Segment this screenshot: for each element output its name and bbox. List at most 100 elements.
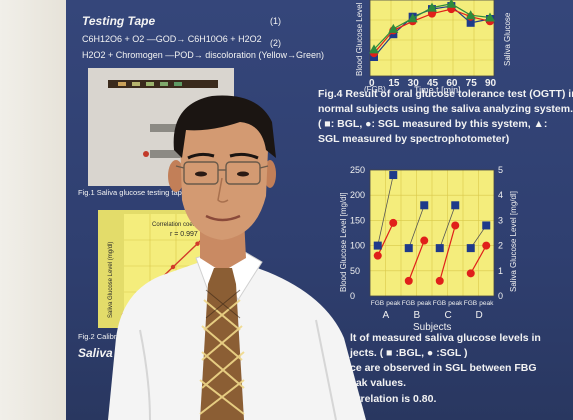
sgl-point bbox=[404, 276, 413, 285]
subject-x-tick: peak bbox=[386, 300, 401, 307]
equation-2-number: (2) bbox=[270, 38, 281, 48]
subject-y2-tick: 1 bbox=[498, 266, 503, 276]
bgl-point bbox=[420, 201, 429, 210]
subject-x-tick: FGB bbox=[371, 300, 384, 307]
subject-ylabel: Blood Glucose Level [mg/dl] bbox=[339, 192, 348, 292]
bgl-point bbox=[435, 244, 444, 253]
ogtt-point bbox=[427, 2, 437, 12]
ogtt-point bbox=[388, 23, 399, 33]
man-portrait bbox=[108, 95, 366, 420]
mouth bbox=[205, 214, 241, 222]
wall-background bbox=[0, 0, 70, 420]
fig5-caption-line-2: jects. ( ■ :BGL, ● :SGL ) bbox=[350, 347, 468, 359]
subject-x-tick: peak bbox=[417, 300, 432, 307]
hair bbox=[173, 95, 276, 158]
subject-xlabel: Subjects bbox=[413, 322, 451, 333]
bgl-point bbox=[404, 244, 413, 253]
ogtt-point bbox=[369, 44, 379, 54]
ogtt-x-tick: 45 bbox=[427, 78, 439, 89]
sgl-point bbox=[373, 251, 382, 260]
bgl-point bbox=[389, 171, 398, 180]
sgl-point bbox=[466, 269, 475, 278]
sgl-trend-line bbox=[439, 225, 456, 282]
ogtt-sublabel: (FGB) bbox=[364, 85, 386, 94]
sgl-point bbox=[420, 236, 429, 245]
bgl-point bbox=[451, 201, 460, 210]
ogtt-y2label: Saliva Glucose bbox=[503, 12, 512, 66]
subject-y2-tick: 3 bbox=[498, 215, 503, 225]
sgl-point bbox=[389, 218, 398, 227]
fig4-caption-line-3: ( ■: BGL, ●: SGL measured by this system… bbox=[318, 118, 548, 130]
ogtt-xlabel: Time t [min] bbox=[414, 85, 461, 95]
sgl-trend-line bbox=[377, 222, 394, 256]
bgl-trend-line bbox=[377, 174, 394, 246]
fig5-caption-line-5: orrelation is 0.80. bbox=[350, 393, 437, 405]
bgl-point bbox=[466, 244, 475, 253]
subject-y-tick: 0 bbox=[350, 291, 355, 301]
subject-name: C bbox=[445, 310, 452, 321]
bgl-trend-line bbox=[439, 205, 456, 249]
ogtt-x-tick: 60 bbox=[446, 78, 458, 89]
subject-y-tick: 250 bbox=[350, 165, 365, 175]
fig2-caption: Fig.2 Calibra bbox=[78, 332, 121, 341]
ogtt-x-tick: 30 bbox=[408, 78, 420, 89]
equation-2: H2O2 + Chromogen —POD→ discoloration (Ye… bbox=[82, 50, 325, 60]
equation-1-number: (1) bbox=[270, 16, 281, 26]
calibration-point bbox=[195, 241, 200, 246]
fig4-caption-line-4: SGL measured by spectrophotometer) bbox=[318, 133, 510, 145]
ogtt-point bbox=[428, 9, 436, 18]
bgl-trend-line bbox=[408, 205, 425, 249]
subject-y-tick: 50 bbox=[350, 266, 360, 276]
equation-1: C6H12O6 + O2 —GOD→ C6H10O6 + H2O2 bbox=[82, 34, 262, 44]
subject-x-tick: peak bbox=[479, 300, 494, 307]
ogtt-point bbox=[465, 10, 476, 20]
subject-y2label: Saliva Glucose Level [mg/dl] bbox=[509, 191, 518, 292]
subject-y-tick: 100 bbox=[350, 241, 365, 251]
ogtt-x-tick: 75 bbox=[466, 78, 478, 89]
sgl-point bbox=[451, 221, 460, 230]
subject-name: D bbox=[476, 310, 483, 321]
ogtt-ylabel: Blood Glucose Level bbox=[355, 2, 364, 76]
fig5-caption-line-3: ce are observed in SGL between FBG bbox=[350, 362, 537, 374]
fig1-caption: Fig.1 Saliva glucose testing tape bbox=[78, 188, 186, 197]
ogtt-point bbox=[485, 12, 495, 22]
sgl-point bbox=[435, 276, 444, 285]
subject-y2-tick: 0 bbox=[498, 291, 503, 301]
correlation-coefficient-label: Correlation coefficient bbox=[152, 222, 210, 228]
subject-x-tick: FGB bbox=[433, 300, 446, 307]
subject-y2-tick: 5 bbox=[498, 165, 503, 175]
bgl-point bbox=[482, 221, 491, 230]
subject-y2-tick: 2 bbox=[498, 241, 503, 251]
ogtt-point bbox=[407, 13, 418, 23]
bgl-point bbox=[373, 241, 382, 250]
subject-y-tick: 150 bbox=[350, 215, 365, 225]
subject-y-tick: 200 bbox=[350, 190, 365, 200]
subject-name: B bbox=[414, 310, 421, 321]
correlation-annotation: r = 0.997 bbox=[170, 231, 198, 238]
ogtt-x-tick: 15 bbox=[388, 78, 400, 89]
ogtt-chart: 0 15 30 45 60 75 90 (FGB) Time t [min] Blood G… bbox=[355, 0, 512, 95]
subject-y2-tick: 4 bbox=[498, 190, 503, 200]
section-title-testing-tape: Testing Tape bbox=[82, 14, 156, 28]
glasses bbox=[175, 161, 269, 185]
calib-ylabel: Saliva Glucose Level (mg/dl) bbox=[108, 242, 114, 318]
ear bbox=[168, 160, 184, 192]
sgl-trend-line bbox=[470, 245, 487, 274]
ogtt-point bbox=[446, 0, 457, 8]
subject-x-tick: FGB bbox=[402, 300, 415, 307]
sgl-point bbox=[482, 241, 491, 250]
ogtt-x-tick: 0 bbox=[369, 78, 375, 89]
subject-name: A bbox=[383, 310, 390, 321]
fig5-caption-line-4: eak values. bbox=[350, 377, 407, 389]
subject-x-tick: peak bbox=[448, 300, 463, 307]
fig5-caption-line-1: lt of measured saliva glucose levels in bbox=[350, 332, 541, 344]
sgl-trend-line bbox=[408, 240, 425, 282]
ogtt-x-tick: 90 bbox=[485, 78, 497, 89]
face bbox=[180, 102, 268, 240]
fig4-caption-line-1: Fig.4 Result of oral glucose tolerance t… bbox=[318, 88, 573, 100]
calibration-point bbox=[170, 264, 176, 270]
subject-x-tick: FGB bbox=[464, 300, 477, 307]
